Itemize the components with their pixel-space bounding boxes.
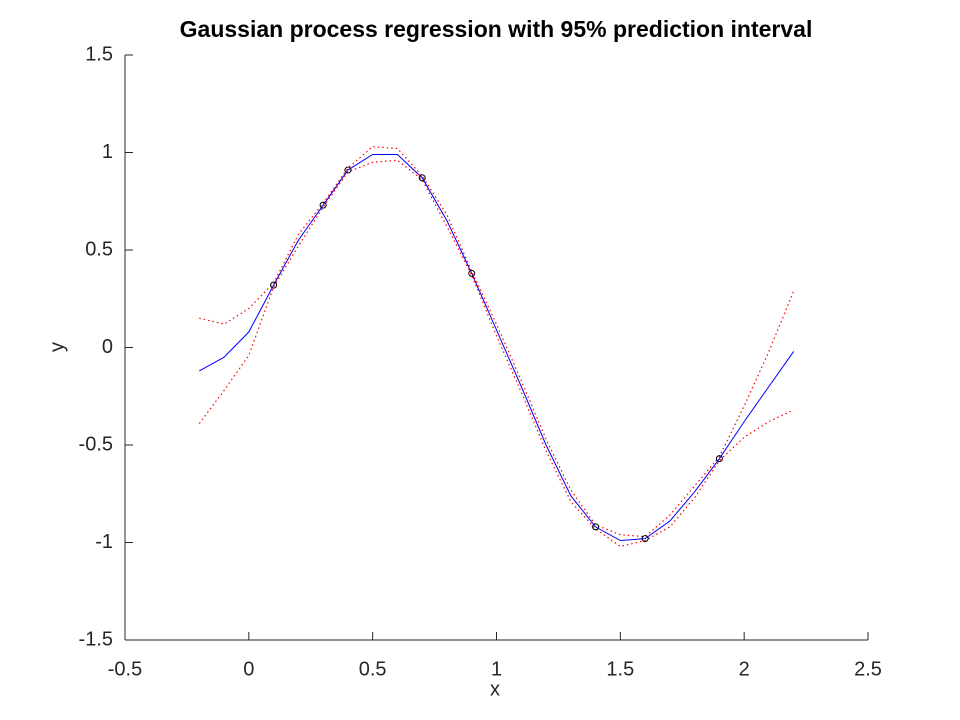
y-tick-label: 1 [102, 141, 113, 163]
x-tick-label: 0.5 [359, 658, 387, 680]
y-tick-label: 0.5 [85, 238, 113, 260]
training-point [641, 535, 649, 543]
mean-line [199, 153, 795, 542]
x-tick-label: 0 [243, 658, 254, 680]
training-point [418, 174, 426, 182]
training-point [715, 455, 723, 463]
y-axis-label: y [46, 342, 68, 352]
y-tick-label: 0 [102, 336, 113, 358]
training-point [319, 201, 327, 209]
y-tick-label: -0.5 [79, 433, 113, 455]
x-tick-label: -0.5 [108, 658, 142, 680]
interval-line [199, 146, 795, 538]
interval-line [198, 159, 794, 548]
x-tick-label: 1.5 [606, 658, 634, 680]
chart-title: Gaussian process regression with 95% pre… [180, 16, 813, 42]
y-tick-label: -1.5 [79, 628, 113, 650]
training-point [344, 166, 352, 174]
x-tick-label: 2.5 [854, 658, 882, 680]
training-point [592, 523, 600, 531]
x-tick-label: 1 [491, 658, 502, 680]
training-point [270, 281, 278, 289]
y-tick-label: 1.5 [85, 43, 113, 65]
training-point [468, 269, 476, 277]
y-tick-label: -1 [95, 531, 113, 553]
x-tick-label: 2 [739, 658, 750, 680]
x-axis-label: x [490, 678, 500, 700]
